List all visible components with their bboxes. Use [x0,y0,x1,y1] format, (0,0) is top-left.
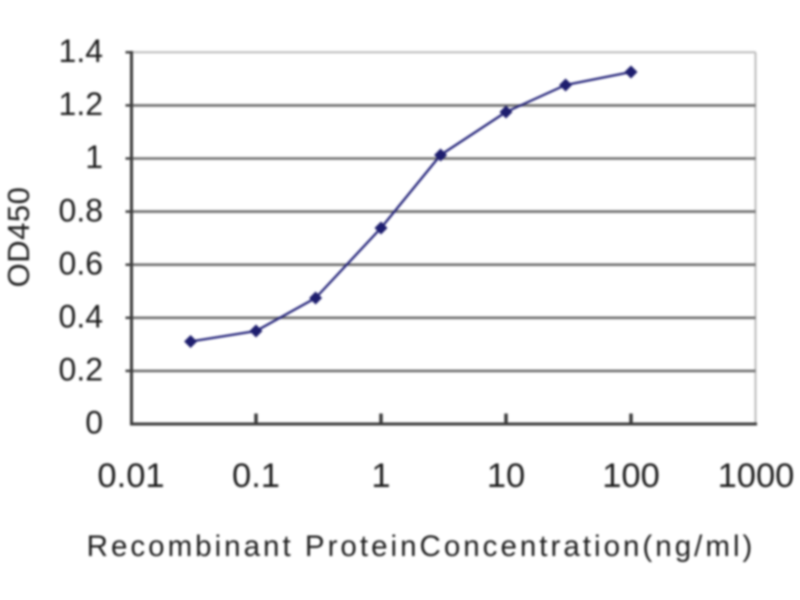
svg-text:1.2: 1.2 [59,86,103,122]
svg-text:1000: 1000 [718,457,795,495]
svg-text:OD450: OD450 [1,187,36,288]
svg-text:0.01: 0.01 [97,457,164,495]
svg-text:Recombinant ProteinConcentrati: Recombinant ProteinConcentration(ng/ml) [87,530,756,563]
svg-text:0: 0 [85,405,103,441]
svg-text:0.6: 0.6 [59,245,103,281]
svg-text:0.8: 0.8 [59,192,103,228]
svg-text:0.1: 0.1 [232,457,280,495]
svg-text:10: 10 [487,457,525,495]
svg-text:0.2: 0.2 [59,352,103,388]
svg-text:1.4: 1.4 [59,33,103,69]
svg-text:1: 1 [371,457,390,495]
svg-text:1: 1 [85,139,103,175]
svg-text:100: 100 [602,457,660,495]
svg-text:0.4: 0.4 [59,299,103,335]
